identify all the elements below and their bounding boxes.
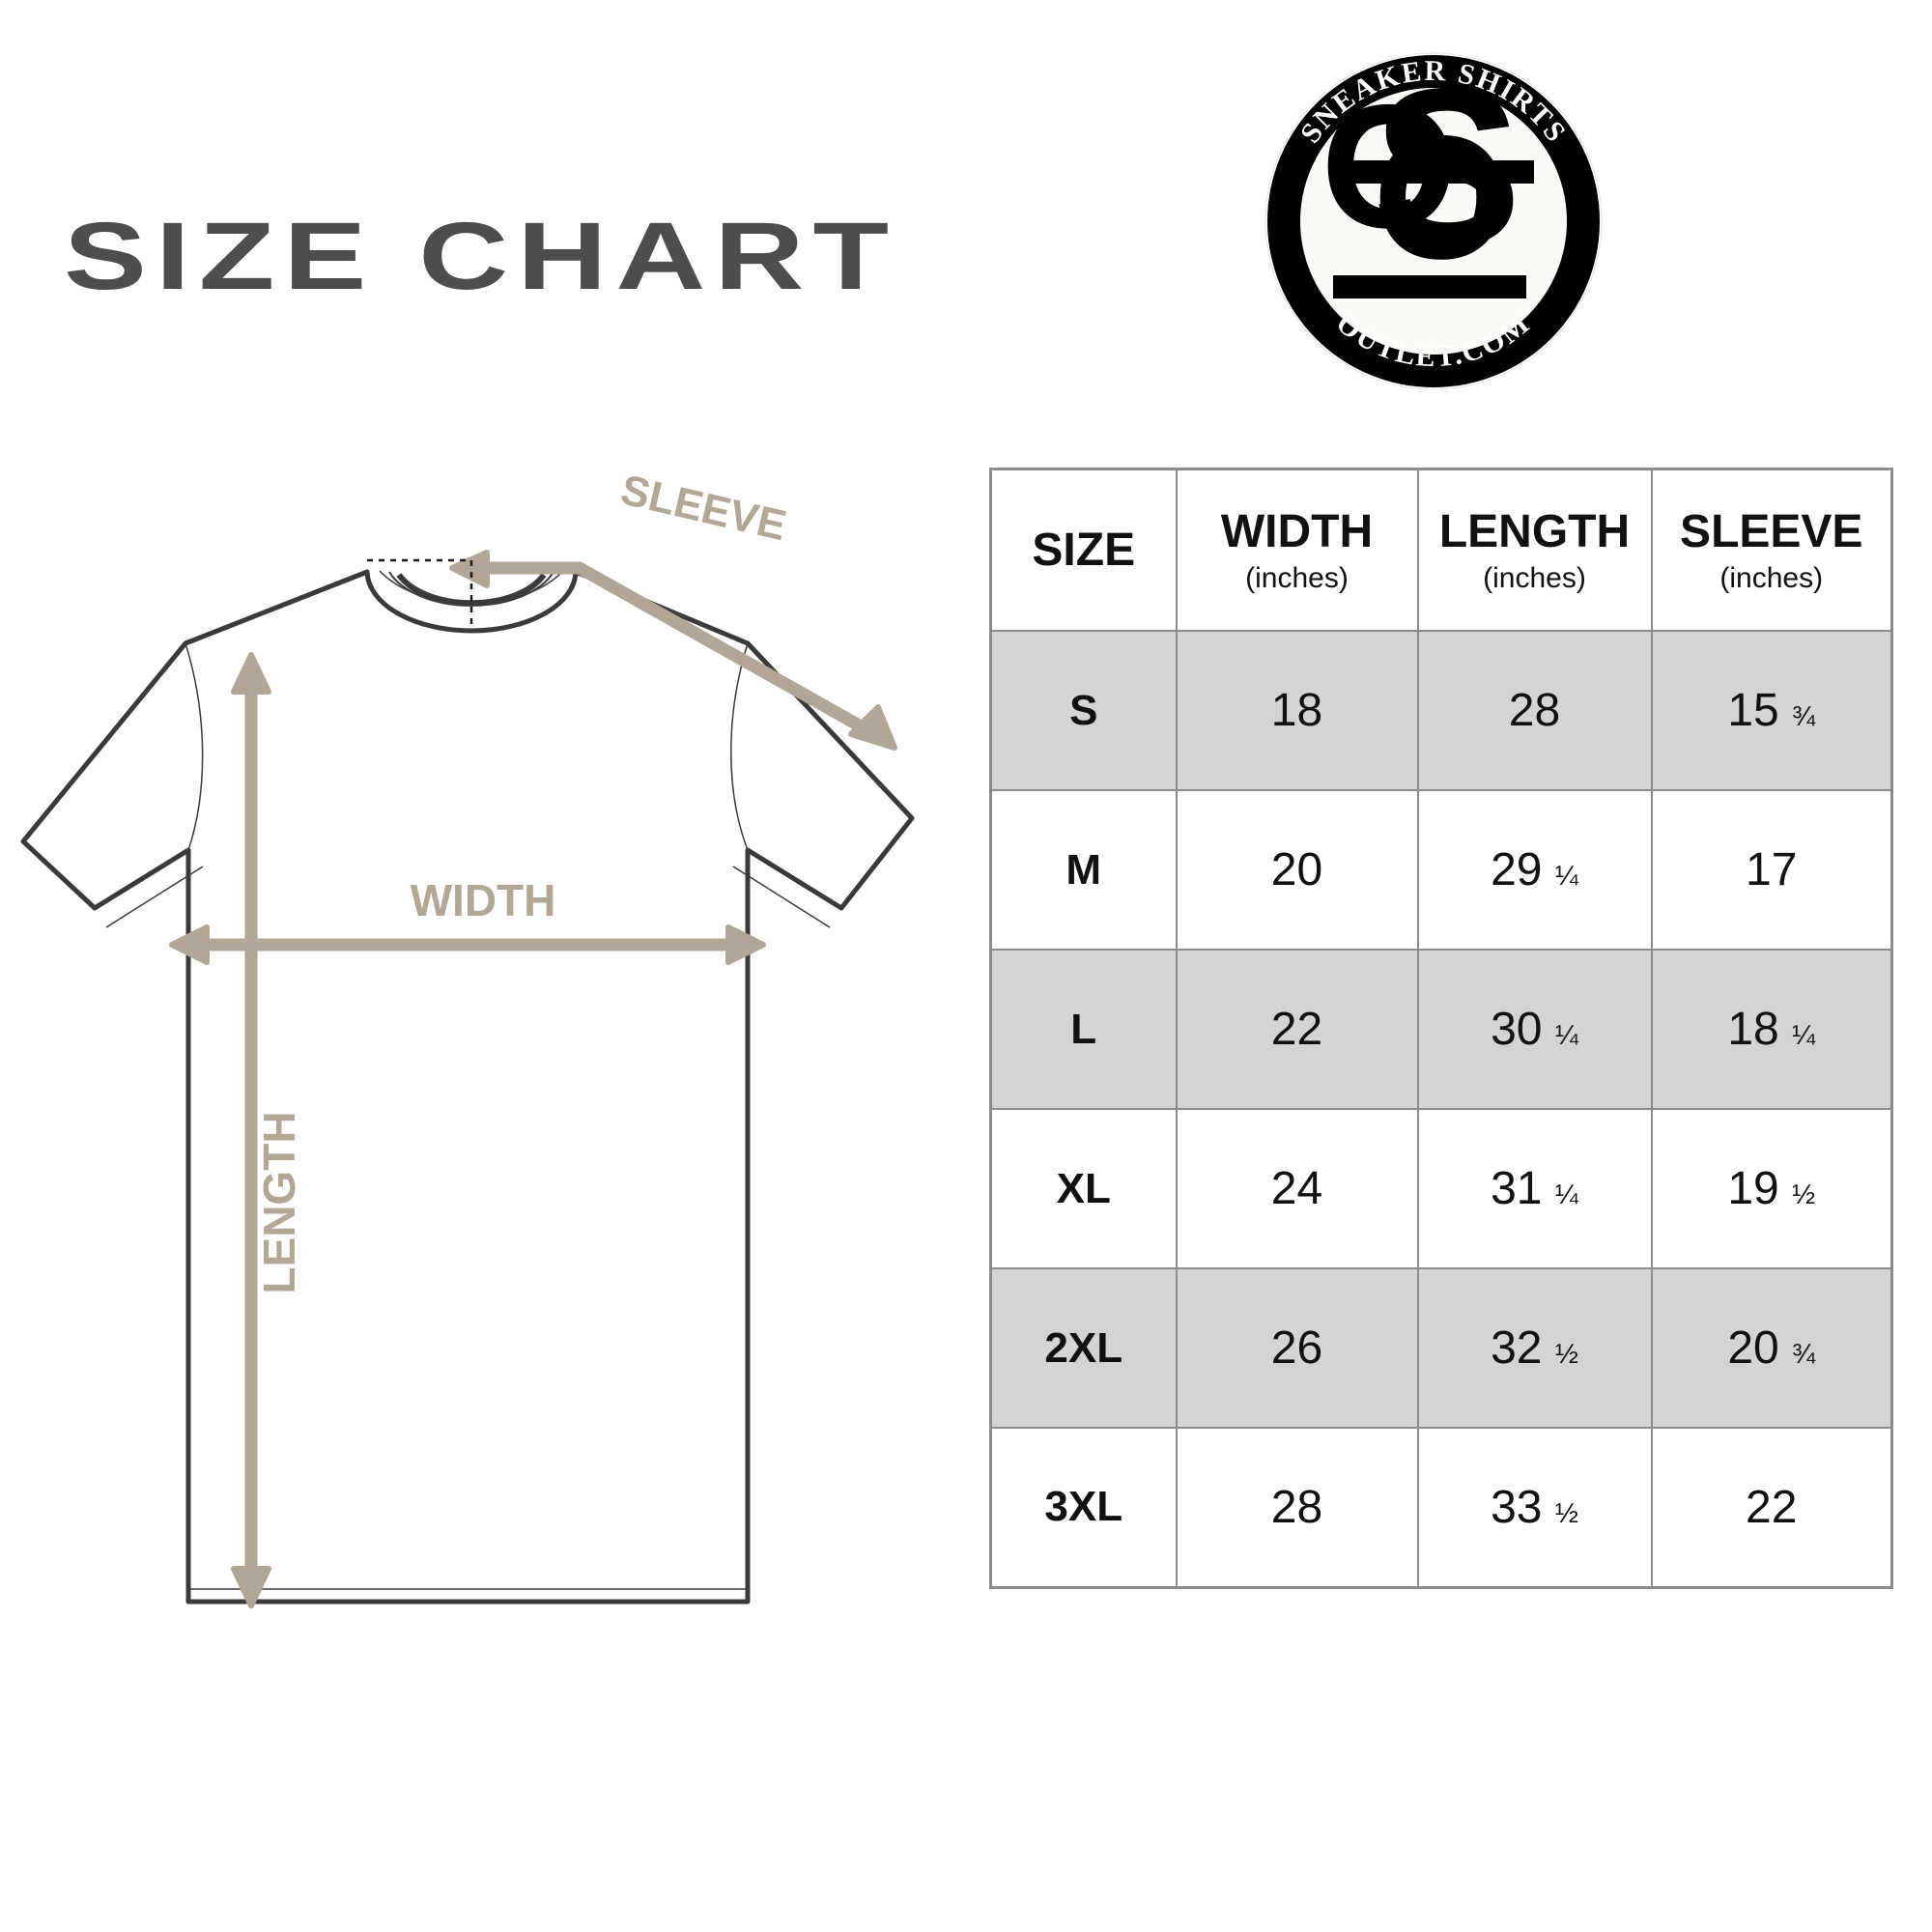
svg-text:LENGTH: LENGTH	[254, 1111, 304, 1293]
svg-text:SLEEVE: SLEEVE	[616, 466, 790, 550]
svg-text:WIDTH: WIDTH	[411, 875, 556, 925]
